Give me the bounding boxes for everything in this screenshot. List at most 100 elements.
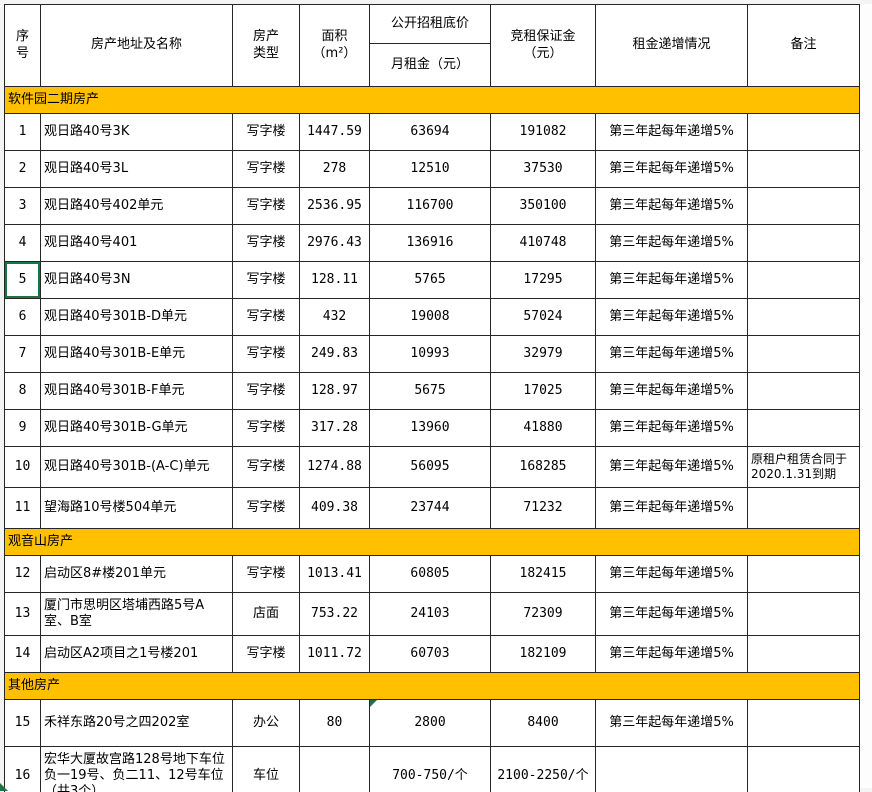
cell-type[interactable]: 写字楼 [232, 409, 300, 447]
cell-type[interactable]: 写字楼 [232, 487, 300, 529]
cell-type[interactable]: 店面 [232, 592, 300, 636]
cell-rent[interactable]: 24103 [369, 592, 491, 636]
cell-area[interactable]: 2976.43 [299, 224, 370, 262]
cell-deposit[interactable]: 191082 [490, 113, 596, 151]
cell-no[interactable]: 11 [4, 487, 41, 529]
cell-rent[interactable]: 700-750/个 [369, 746, 491, 792]
cell-increase[interactable]: 第三年起每年递增5% [595, 335, 748, 373]
cell-area[interactable]: 128.11 [299, 261, 370, 299]
cell-remark[interactable] [747, 635, 860, 673]
cell-type[interactable]: 写字楼 [232, 113, 300, 151]
cell-deposit[interactable]: 8400 [490, 699, 596, 747]
cell-increase[interactable]: 第三年起每年递增5% [595, 555, 748, 593]
cell-remark[interactable] [747, 487, 860, 529]
col-header-deposit[interactable]: 竞租保证金 （元） [490, 4, 596, 87]
cell-type[interactable]: 写字楼 [232, 335, 300, 373]
cell-remark[interactable] [747, 224, 860, 262]
cell-increase[interactable]: 第三年起每年递增5% [595, 487, 748, 529]
cell-address[interactable]: 望海路10号楼504单元 [40, 487, 233, 529]
cell-remark[interactable] [747, 335, 860, 373]
cell-no[interactable]: 15 [4, 699, 41, 747]
cell-rent[interactable]: 13960 [369, 409, 491, 447]
cell-increase[interactable]: 第三年起每年递增5% [595, 372, 748, 410]
cell-deposit[interactable]: 350100 [490, 187, 596, 225]
cell-no[interactable]: 6 [4, 298, 41, 336]
cell-increase[interactable]: 第三年起每年递增5% [595, 635, 748, 673]
cell-address[interactable]: 观日路40号3K [40, 113, 233, 151]
col-header-rent-base[interactable]: 公开招租底价 [369, 4, 491, 44]
cell-area[interactable]: 317.28 [299, 409, 370, 447]
col-header-remark[interactable]: 备注 [747, 4, 860, 87]
cell-no[interactable]: 3 [4, 187, 41, 225]
cell-address[interactable]: 观日路40号3L [40, 150, 233, 188]
cell-address[interactable]: 禾祥东路20号之四202室 [40, 699, 233, 747]
cell-rent[interactable]: 2800 [369, 699, 491, 747]
cell-remark[interactable] [747, 555, 860, 593]
cell-remark[interactable] [747, 592, 860, 636]
col-header-monthly-rent[interactable]: 月租金（元） [369, 43, 491, 87]
cell-type[interactable]: 车位 [232, 746, 300, 792]
cell-remark[interactable] [747, 298, 860, 336]
cell-type[interactable]: 写字楼 [232, 187, 300, 225]
cell-no[interactable]: 4 [4, 224, 41, 262]
cell-type[interactable]: 写字楼 [232, 298, 300, 336]
cell-no[interactable]: 8 [4, 372, 41, 410]
cell-deposit[interactable]: 72309 [490, 592, 596, 636]
cell-rent[interactable]: 56095 [369, 446, 491, 488]
cell-area[interactable]: 432 [299, 298, 370, 336]
cell-area[interactable]: 128.97 [299, 372, 370, 410]
cell-address[interactable]: 厦门市思明区塔埔西路5号A室、B室 [40, 592, 233, 636]
section-title[interactable]: 软件园二期房产 [4, 86, 860, 114]
cell-deposit[interactable]: 182109 [490, 635, 596, 673]
cell-no[interactable]: 1 [4, 113, 41, 151]
cell-address[interactable]: 观日路40号301B-E单元 [40, 335, 233, 373]
cell-area[interactable]: 2536.95 [299, 187, 370, 225]
cell-area[interactable]: 1274.88 [299, 446, 370, 488]
cell-remark[interactable] [747, 261, 860, 299]
cell-rent[interactable]: 12510 [369, 150, 491, 188]
cell-area[interactable]: 753.22 [299, 592, 370, 636]
section-title[interactable]: 其他房产 [4, 672, 860, 700]
cell-area[interactable]: 278 [299, 150, 370, 188]
cell-no[interactable]: 16 [4, 746, 41, 792]
cell-remark[interactable] [747, 746, 860, 792]
cell-increase[interactable]: 第三年起每年递增5% [595, 224, 748, 262]
cell-no[interactable]: 14 [4, 635, 41, 673]
cell-increase[interactable]: 第三年起每年递增5% [595, 446, 748, 488]
cell-deposit[interactable]: 2100-2250/个 [490, 746, 596, 792]
cell-rent[interactable]: 116700 [369, 187, 491, 225]
cell-remark[interactable] [747, 409, 860, 447]
cell-remark[interactable] [747, 187, 860, 225]
cell-type[interactable]: 写字楼 [232, 224, 300, 262]
cell-area[interactable]: 1011.72 [299, 635, 370, 673]
cell-remark[interactable] [747, 372, 860, 410]
cell-area[interactable]: 1447.59 [299, 113, 370, 151]
cell-address[interactable]: 观日路40号301B-F单元 [40, 372, 233, 410]
cell-increase[interactable]: 第三年起每年递增5% [595, 592, 748, 636]
cell-area[interactable] [299, 746, 370, 792]
cell-rent[interactable]: 5675 [369, 372, 491, 410]
cell-rent[interactable]: 10993 [369, 335, 491, 373]
cell-no[interactable]: 2 [4, 150, 41, 188]
cell-address[interactable]: 宏华大厦故宫路128号地下车位负一19号、负二11、12号车位（共3个） [40, 746, 233, 792]
cell-address[interactable]: 启动区A2项目之1号楼201 [40, 635, 233, 673]
cell-remark[interactable]: 原租户租赁合同于2020.1.31到期 [747, 446, 860, 488]
cell-remark[interactable] [747, 150, 860, 188]
cell-type[interactable]: 写字楼 [232, 635, 300, 673]
cell-no[interactable]: 7 [4, 335, 41, 373]
cell-deposit[interactable]: 17295 [490, 261, 596, 299]
cell-rent[interactable]: 136916 [369, 224, 491, 262]
cell-address[interactable]: 观日路40号401 [40, 224, 233, 262]
cell-deposit[interactable]: 182415 [490, 555, 596, 593]
cell-address[interactable]: 观日路40号301B-G单元 [40, 409, 233, 447]
section-title[interactable]: 观音山房产 [4, 528, 860, 556]
cell-increase[interactable]: 第三年起每年递增5% [595, 699, 748, 747]
cell-area[interactable]: 80 [299, 699, 370, 747]
cell-address[interactable]: 观日路40号301B-(A-C)单元 [40, 446, 233, 488]
cell-deposit[interactable]: 57024 [490, 298, 596, 336]
cell-deposit[interactable]: 71232 [490, 487, 596, 529]
cell-increase[interactable]: 第三年起每年递增5% [595, 261, 748, 299]
cell-deposit[interactable]: 32979 [490, 335, 596, 373]
cell-rent[interactable]: 60703 [369, 635, 491, 673]
cell-address[interactable]: 观日路40号301B-D单元 [40, 298, 233, 336]
